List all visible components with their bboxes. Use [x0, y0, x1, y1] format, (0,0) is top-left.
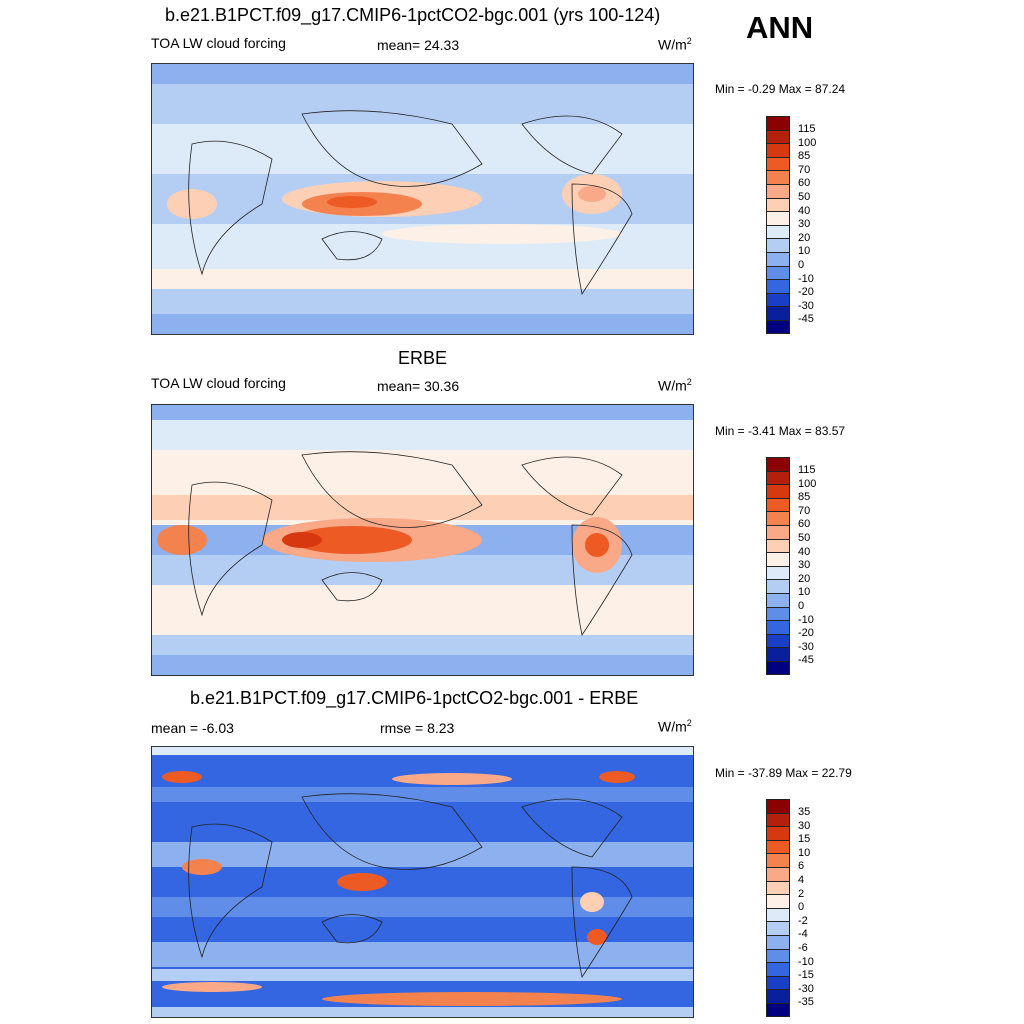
colorbar-tick: 100: [798, 477, 817, 490]
colorbar-tick: 0: [798, 901, 805, 914]
colorbar-tick: 20: [798, 572, 811, 585]
colorbar-tick: 85: [798, 150, 811, 163]
colorbar-tick: -45: [798, 313, 814, 326]
colorbar-tick: 70: [798, 504, 811, 517]
colorbar-tick: 20: [798, 231, 811, 244]
colorbar-tick: 10: [798, 245, 811, 258]
colorbar-tick: 85: [798, 491, 811, 504]
panel-2-unit-label: W/m2: [658, 377, 692, 394]
colorbar-tick: 0: [798, 600, 805, 612]
colorbar-tick: 0: [798, 259, 805, 271]
panel-2-title: ERBE: [398, 348, 448, 368]
colorbar-tick: 10: [798, 846, 811, 859]
panel-1-colorbar: [766, 116, 790, 334]
colorbar-tick: -4: [798, 928, 808, 941]
colorbar-tick: 115: [798, 464, 816, 476]
panel-3-mean-label: mean = -6.03: [151, 720, 234, 736]
colorbar-tick: -20: [798, 286, 814, 299]
colorbar-tick: 50: [798, 191, 811, 203]
panel-2-mean-label: mean= 30.36: [377, 378, 460, 394]
panel-3-colorbar: [766, 799, 790, 1017]
panel-2-minmax-label: Min = -3.41 Max = 83.57: [715, 424, 846, 438]
panel-2-variable-label: TOA LW cloud forcing: [151, 375, 286, 391]
panel-3-map: [151, 746, 694, 1018]
panel-3-rmse-label: rmse = 8.23: [380, 720, 455, 736]
panel-3-diff-map: [152, 747, 693, 1017]
panel-2-colorbar: [766, 457, 790, 675]
colorbar-tick: 15: [798, 833, 811, 846]
colorbar-tick: 10: [798, 586, 811, 599]
panel-1-field-map: [152, 64, 693, 334]
panel-1-variable-label: TOA LW cloud forcing: [151, 35, 286, 51]
colorbar-tick: 30: [798, 218, 811, 231]
colorbar-tick: 30: [798, 559, 811, 572]
colorbar-tick: 60: [798, 177, 811, 190]
panel-1-mean-label: mean= 24.33: [377, 37, 460, 53]
panel-1-unit-label: W/m2: [658, 36, 692, 53]
colorbar-tick: 35: [798, 806, 811, 818]
colorbar-tick: -10: [798, 613, 814, 626]
colorbar-tick: 30: [798, 819, 811, 832]
colorbar-tick: 40: [798, 545, 811, 558]
panel-3-minmax-label: Min = -37.89 Max = 22.79: [715, 766, 852, 780]
colorbar-tick: 60: [798, 518, 811, 531]
colorbar-tick: 70: [798, 163, 811, 176]
colorbar-tick: 4: [798, 874, 805, 886]
colorbar-tick: 2: [798, 887, 805, 900]
colorbar-tick: -30: [798, 299, 814, 312]
colorbar-tick: 6: [798, 860, 805, 873]
panel-2-field-map: [152, 405, 693, 675]
colorbar-tick: -30: [798, 640, 814, 653]
colorbar-tick: -15: [798, 969, 814, 982]
colorbar-tick: 50: [798, 532, 811, 544]
colorbar-tick: -10: [798, 955, 814, 968]
colorbar-tick: -10: [798, 272, 814, 285]
panel-2-map: [151, 404, 694, 676]
colorbar-tick: -35: [798, 996, 814, 1009]
panel-3-unit-label: W/m2: [658, 718, 692, 735]
colorbar-tick: -45: [798, 654, 814, 667]
colorbar-tick: 40: [798, 204, 811, 217]
colorbar-tick: -2: [798, 914, 808, 927]
colorbar-tick: 100: [798, 136, 817, 149]
colorbar-tick: 115: [798, 123, 816, 135]
colorbar-tick: -30: [798, 982, 814, 995]
season-label: ANN: [746, 10, 814, 45]
panel-1-map: [151, 63, 694, 335]
colorbar-tick: -6: [798, 942, 808, 954]
panel-1-title: b.e21.B1PCT.f09_g17.CMIP6-1pctCO2-bgc.00…: [165, 5, 661, 25]
panel-1-minmax-label: Min = -0.29 Max = 87.24: [715, 82, 846, 96]
colorbar-tick: -20: [798, 627, 814, 640]
panel-3-title: b.e21.B1PCT.f09_g17.CMIP6-1pctCO2-bgc.00…: [190, 688, 639, 708]
